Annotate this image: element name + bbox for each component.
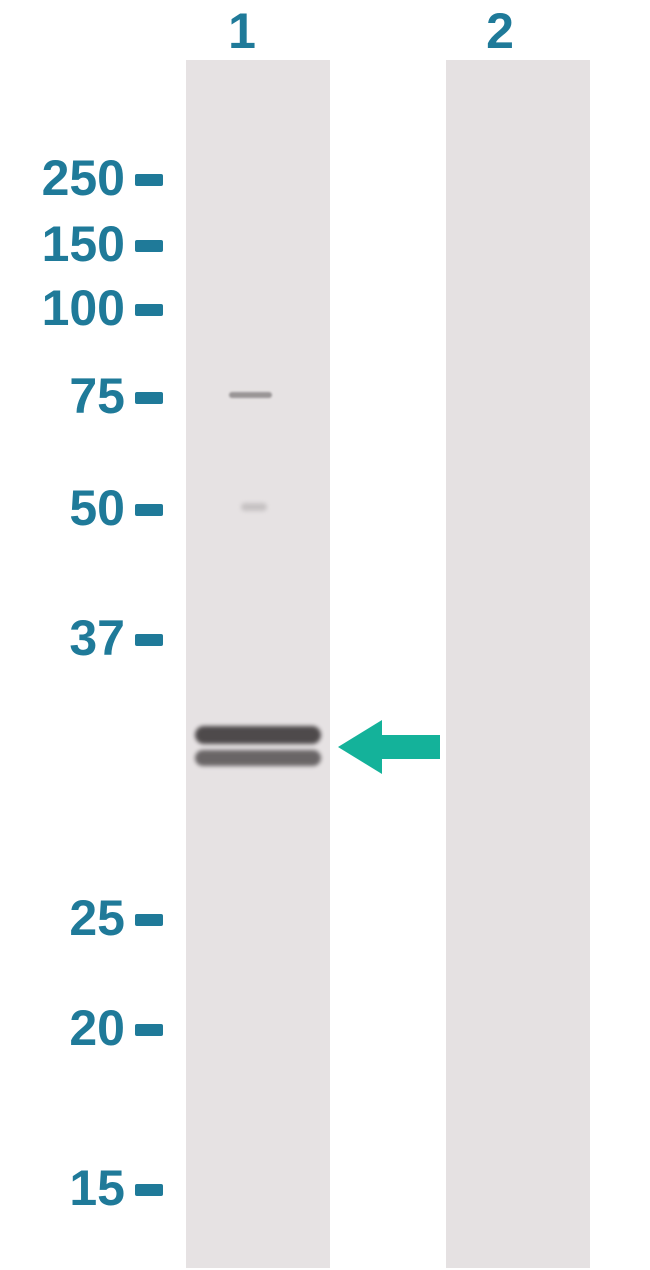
ladder-label-150: 150 [42,215,125,273]
lane-header-2: 2 [470,2,530,60]
band-indicator-arrow [338,720,440,774]
ladder-tick-15 [135,1184,163,1196]
ladder-label-75: 75 [69,367,125,425]
lane-header-1: 1 [212,2,272,60]
ladder-tick-150 [135,240,163,252]
ladder-tick-37 [135,634,163,646]
ladder-label-37: 37 [69,609,125,667]
ladder-tick-75 [135,392,163,404]
arrow-head-icon [338,720,382,774]
arrow-shaft [382,735,440,759]
lane-1-band-4 [195,750,322,766]
lane-1 [186,60,330,1268]
ladder-tick-100 [135,304,163,316]
ladder-tick-50 [135,504,163,516]
ladder-label-250: 250 [42,149,125,207]
lane-1-band-3 [195,726,322,744]
blot-figure: 1 2 250 150 100 75 50 37 25 20 15 [0,0,650,1270]
ladder-tick-25 [135,914,163,926]
lane-1-band-2 [241,503,267,511]
ladder-label-25: 25 [69,889,125,947]
ladder-label-50: 50 [69,479,125,537]
ladder-tick-250 [135,174,163,186]
ladder-label-20: 20 [69,999,125,1057]
ladder-tick-20 [135,1024,163,1036]
ladder-label-15: 15 [69,1159,125,1217]
lane-2 [446,60,590,1268]
lane-1-band-1 [229,392,272,398]
ladder-label-100: 100 [42,279,125,337]
